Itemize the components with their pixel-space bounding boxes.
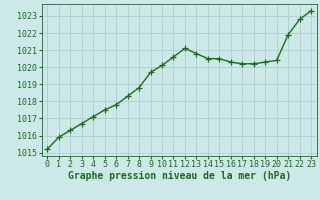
- X-axis label: Graphe pression niveau de la mer (hPa): Graphe pression niveau de la mer (hPa): [68, 171, 291, 181]
